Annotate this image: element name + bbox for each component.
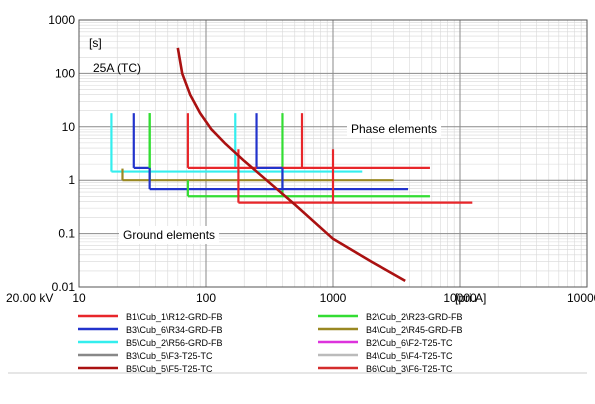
legend-label: B3\Cub_5\F3-T25-TC (126, 351, 213, 361)
x-tick-label: 100 (196, 291, 216, 305)
ground-label-background (119, 226, 220, 244)
legend-label: B1\Cub_1\R12-GRD-FB (126, 312, 223, 322)
y-tick-label: 100 (55, 66, 75, 80)
legend-label: B4\Cub_2\R45-GRD-FB (366, 325, 463, 335)
legend-label: B2\Cub_2\R23-GRD-FB (366, 312, 463, 322)
x-axis-label: [pri.A] (455, 291, 486, 305)
series-layer (110, 47, 473, 283)
y-tick-label: 0.01 (52, 280, 76, 294)
legend: B1\Cub_1\R12-GRD-FB B2\Cub_2\R23-GRD-FB B3… (8, 312, 587, 374)
annotation-layer: [s] 25A (TC) Phase elements Ground eleme… (6, 36, 486, 305)
y-tick-label: 10 (62, 120, 76, 134)
fuse-curve (176, 47, 406, 283)
y-tick-label: 1 (68, 173, 75, 187)
legend-label: B5\Cub_2\R56-GRD-FB (126, 338, 223, 348)
x-tick-label: 1000 (320, 291, 347, 305)
phase-elements-label: Phase elements (351, 122, 437, 136)
y-axis-label: [s] (89, 36, 102, 50)
x-tick-label: 10000 (443, 291, 477, 305)
legend-label: B5\Cub_5\F5-T25-TC (126, 364, 213, 374)
x-tick-label: 10 (72, 291, 86, 305)
phase-label-background (347, 120, 442, 138)
plot-frame (78, 19, 588, 288)
legend-label: B3\Cub_6\R34-GRD-FB (126, 325, 223, 335)
x-tick-label: 100000 (567, 291, 595, 305)
voltage-label: 20.00 kV (6, 291, 53, 305)
legend-label: B4\Cub_5\F4-T25-TC (366, 351, 453, 361)
legend-label: B2\Cub_6\F2-T25-TC (366, 338, 453, 348)
y-tick-label: 1000 (48, 13, 75, 27)
ground-elements-label: Ground elements (123, 228, 215, 242)
legend-label: B6\Cub_3\F6-T25-TC (366, 364, 453, 374)
y-tick-label: 0.1 (58, 227, 75, 241)
curve-label: 25A (TC) (93, 61, 141, 75)
